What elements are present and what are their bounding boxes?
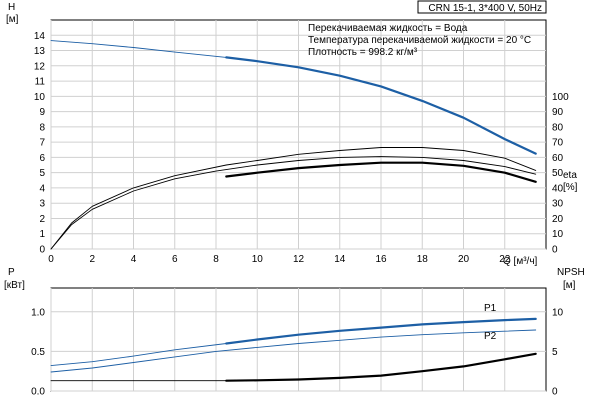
top-x-tick-8: 16: [375, 254, 387, 265]
top-series-line-3: [50, 164, 227, 250]
top-right-tick-10: 100: [552, 92, 569, 103]
top-left-tick-12: 12: [34, 61, 46, 72]
top-x-tick-11: 22: [499, 254, 511, 265]
top-x-tick-1: 2: [89, 254, 95, 265]
top-x-tick-3: 6: [172, 254, 178, 265]
head-axis-label: H: [8, 2, 15, 13]
top-series-line-5: [225, 161, 537, 183]
series-label-p1: P1: [484, 303, 497, 314]
title-box: [417, 0, 547, 14]
top-series-line-0: [50, 40, 227, 58]
top-x-tick-0: 0: [48, 254, 54, 265]
top-left-tick-8: 8: [39, 122, 45, 133]
bottom-right-tick-0: 0: [552, 387, 558, 398]
power-axis-label: P: [8, 267, 15, 278]
top-left-tick-1: 1: [39, 229, 45, 240]
top-left-tick-0: 0: [39, 245, 45, 256]
bottom-series-line-2: [50, 329, 537, 373]
top-left-tick-10: 10: [34, 92, 46, 103]
top-right-tick-6: 60: [552, 153, 564, 164]
top-series-line-1: [225, 56, 537, 155]
top-left-tick-11: 11: [35, 77, 46, 88]
top-left-tick-5: 5: [39, 168, 45, 179]
bottom-series: [50, 317, 537, 382]
top-grid: [50, 20, 546, 250]
bottom-right-tick-2: 10: [552, 307, 564, 318]
top-right-tick-7: 70: [552, 138, 564, 149]
eta-axis-unit: [%]: [563, 182, 578, 193]
bottom-left-tick-labels: 0.0 0.5 1.0: [31, 307, 45, 397]
top-right-tick-labels: 0 10 20 30 40 50 60 70 80 90 100: [552, 92, 569, 256]
top-right-tick-4: 40: [552, 183, 564, 194]
power-axis-unit: [кВт]: [4, 280, 25, 291]
top-left-tick-6: 6: [39, 153, 45, 164]
top-right-tick-3: 30: [552, 199, 564, 210]
top-right-tick-2: 20: [552, 214, 564, 225]
bottom-right-tick-labels: 0 5 10: [552, 307, 564, 397]
top-right-tick-8: 80: [552, 122, 564, 133]
bottom-right-tick-1: 5: [552, 347, 558, 358]
head-axis-unit: [м]: [6, 14, 19, 25]
top-left-tick-2: 2: [39, 214, 45, 225]
top-x-tick-10: 20: [458, 254, 470, 265]
top-x-tick-2: 4: [131, 254, 137, 265]
top-left-tick-9: 9: [39, 107, 45, 118]
top-left-tick-13: 13: [34, 46, 46, 57]
top-left-tick-3: 3: [39, 199, 45, 210]
top-right-tick-9: 90: [552, 107, 564, 118]
bottom-series-line-1: [225, 317, 537, 345]
bottom-left-tick-0: 0.0: [31, 387, 45, 398]
bottom-left-tick-1: 0.5: [31, 347, 45, 358]
top-x-tick-9: 18: [417, 254, 429, 265]
flow-axis-label: Q [м³/ч]: [503, 256, 538, 267]
bottom-grid: [50, 288, 546, 392]
series-label-p2: P2: [484, 331, 497, 342]
eta-axis-label: eta: [563, 170, 577, 181]
info-line-temperature: Температура перекачиваемой жидкости = 20…: [308, 35, 531, 46]
bottom-left-tick-2: 1.0: [31, 307, 45, 318]
info-line-density: Плотность = 998.2 кг/м³: [308, 47, 418, 58]
top-x-tick-6: 12: [293, 254, 305, 265]
top-x-tick-5: 10: [252, 254, 264, 265]
bottom-series-line-4: [225, 352, 537, 382]
npsh-axis-unit: [м]: [563, 280, 576, 291]
top-series: [50, 40, 537, 250]
top-left-tick-14: 14: [34, 31, 46, 42]
top-right-tick-5: 50: [552, 168, 564, 179]
top-right-tick-0: 0: [552, 245, 558, 256]
top-series-line-4: [225, 147, 537, 171]
npsh-axis-label: NPSH: [557, 267, 585, 278]
top-right-tick-1: 10: [552, 229, 564, 240]
top-x-tick-labels: 0 2 4 6 8 10 12 14 16 18 20 22: [48, 254, 511, 265]
top-left-tick-7: 7: [39, 138, 45, 149]
bottom-series-line-0: [50, 343, 227, 367]
top-x-tick-4: 8: [213, 254, 219, 265]
top-left-tick-4: 4: [39, 183, 45, 194]
top-x-tick-7: 14: [334, 254, 346, 265]
info-line-fluid: Перекачиваемая жидкость = Вода: [308, 23, 468, 34]
top-series-line-2: [50, 156, 537, 250]
chart-title: CRN 15-1, 3*400 V, 50Hz: [428, 3, 542, 14]
